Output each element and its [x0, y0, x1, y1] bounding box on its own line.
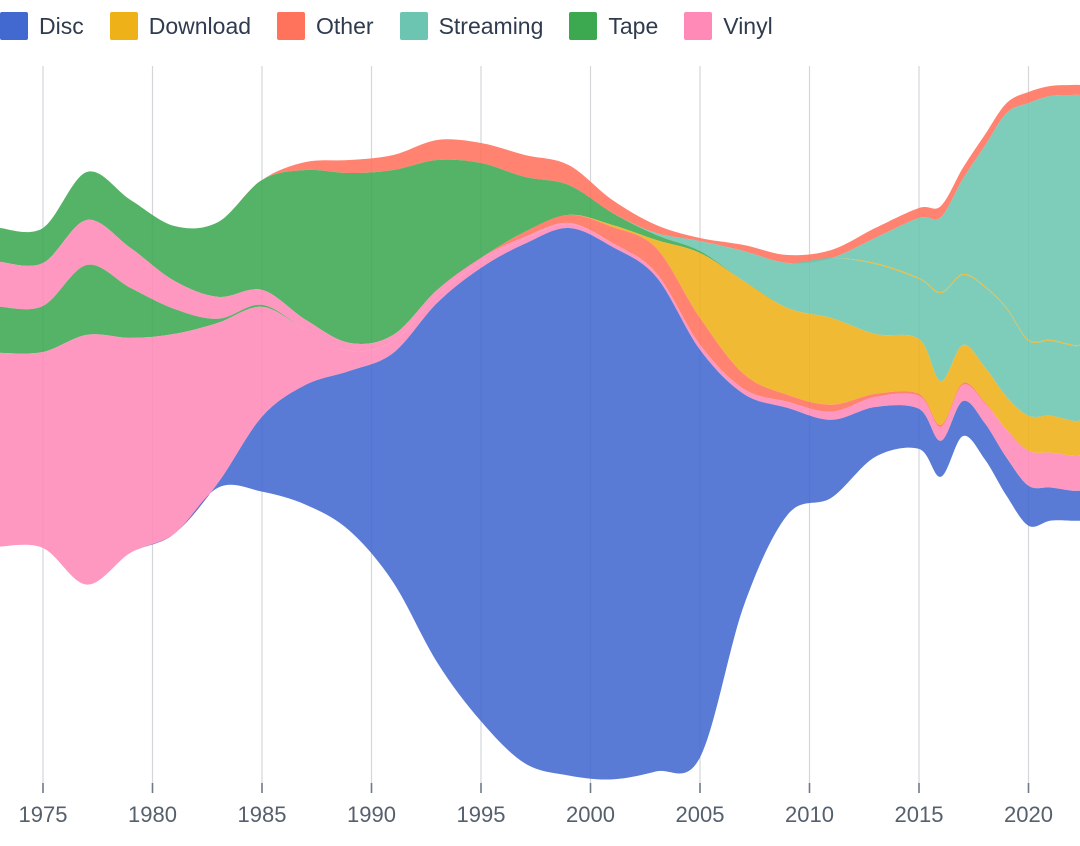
legend-item-download: Download [109, 12, 252, 40]
tape-swatch-icon [569, 12, 598, 40]
legend-item-tape: Tape [569, 12, 658, 40]
x-tick-label-1980: 1980 [128, 802, 177, 827]
legend-label-tape: Tape [608, 13, 659, 39]
stream-band-vinyl-single [0, 219, 1080, 456]
x-tick-label-2020: 2020 [1004, 802, 1053, 827]
x-tick-label-2000: 2000 [566, 802, 615, 827]
legend-label-vinyl: Vinyl [723, 13, 773, 39]
stream-band-tape-cassette [0, 159, 1080, 422]
legend-item-disc: Disc [0, 12, 84, 40]
x-tick-label-1975: 1975 [19, 802, 68, 827]
x-tick-label-1990: 1990 [347, 802, 396, 827]
x-tick-label-2010: 2010 [785, 802, 834, 827]
legend-label-streaming: Streaming [438, 13, 544, 39]
legend-label-disc: Disc [39, 13, 84, 39]
legend-label-download: Download [148, 13, 252, 39]
stream-band-download-store [0, 214, 1080, 456]
x-tick-label-2015: 2015 [895, 802, 944, 827]
streaming-swatch-icon [399, 12, 428, 40]
stream-band-other-misc [0, 84, 1080, 264]
legend-label-other: Other [316, 13, 374, 39]
legend-item-streaming: Streaming [399, 12, 544, 40]
stream-band-disc-cd [0, 227, 1080, 780]
legend-item-other: Other [277, 12, 374, 40]
chart-legend: Disc Download Other Streaming Tape Vinyl [0, 12, 773, 40]
other-swatch-icon [277, 12, 306, 40]
legend-item-vinyl: Vinyl [684, 12, 773, 40]
stream-band-vinyl-lp-ep [0, 224, 1080, 585]
stream-band-streaming-ad-supported [0, 159, 1080, 422]
vinyl-swatch-icon [684, 12, 713, 40]
x-tick-label-1985: 1985 [238, 802, 287, 827]
disc-swatch-icon [0, 12, 28, 40]
download-swatch-icon [109, 12, 138, 40]
x-tick-label-1995: 1995 [457, 802, 506, 827]
x-tick-label-2005: 2005 [676, 802, 725, 827]
